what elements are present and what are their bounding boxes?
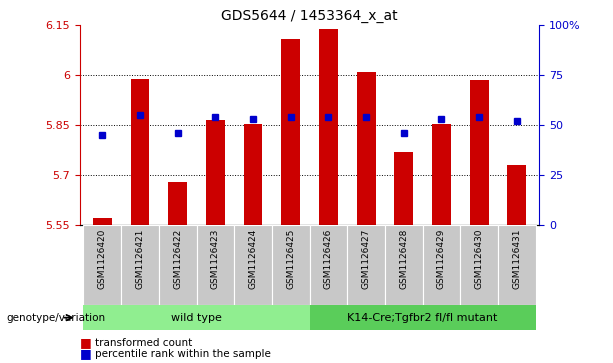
Text: GSM1126424: GSM1126424 [248, 228, 257, 289]
Title: GDS5644 / 1453364_x_at: GDS5644 / 1453364_x_at [221, 9, 398, 23]
Text: GSM1126425: GSM1126425 [286, 228, 295, 289]
Text: transformed count: transformed count [95, 338, 192, 348]
Text: GSM1126423: GSM1126423 [211, 228, 220, 289]
Bar [168, 182, 187, 225]
Bar [159, 225, 197, 305]
Text: wild type: wild type [171, 313, 222, 323]
Text: percentile rank within the sample: percentile rank within the sample [95, 349, 271, 359]
Text: GSM1126426: GSM1126426 [324, 228, 333, 289]
Text: GSM1126420: GSM1126420 [98, 228, 107, 289]
Bar [422, 225, 460, 305]
Text: GSM1126431: GSM1126431 [512, 228, 521, 289]
Bar [432, 123, 451, 225]
Bar [83, 305, 310, 330]
Text: K14-Cre;Tgfbr2 fl/fl mutant: K14-Cre;Tgfbr2 fl/fl mutant [348, 313, 498, 323]
Text: ■: ■ [80, 347, 91, 360]
Bar [498, 225, 536, 305]
Text: genotype/variation: genotype/variation [6, 313, 105, 323]
Text: GSM1126421: GSM1126421 [135, 228, 145, 289]
Bar [197, 225, 234, 305]
Bar [272, 225, 310, 305]
Bar [83, 225, 121, 305]
Bar [93, 219, 112, 225]
Bar [347, 225, 385, 305]
Bar [310, 305, 536, 330]
Bar [385, 225, 422, 305]
Bar [206, 120, 225, 225]
Bar [319, 29, 338, 225]
Bar [508, 165, 526, 225]
Text: ■: ■ [80, 337, 91, 350]
Text: GSM1126430: GSM1126430 [474, 228, 484, 289]
Text: GSM1126429: GSM1126429 [437, 228, 446, 289]
Bar [243, 123, 262, 225]
Bar [131, 79, 150, 225]
Bar [310, 225, 347, 305]
Bar [121, 225, 159, 305]
Bar [470, 80, 489, 225]
Bar [357, 72, 376, 225]
Text: GSM1126422: GSM1126422 [173, 228, 182, 289]
Bar [460, 225, 498, 305]
Text: GSM1126427: GSM1126427 [362, 228, 371, 289]
Bar [234, 225, 272, 305]
Bar [394, 152, 413, 225]
Bar [281, 39, 300, 225]
Text: GSM1126428: GSM1126428 [399, 228, 408, 289]
